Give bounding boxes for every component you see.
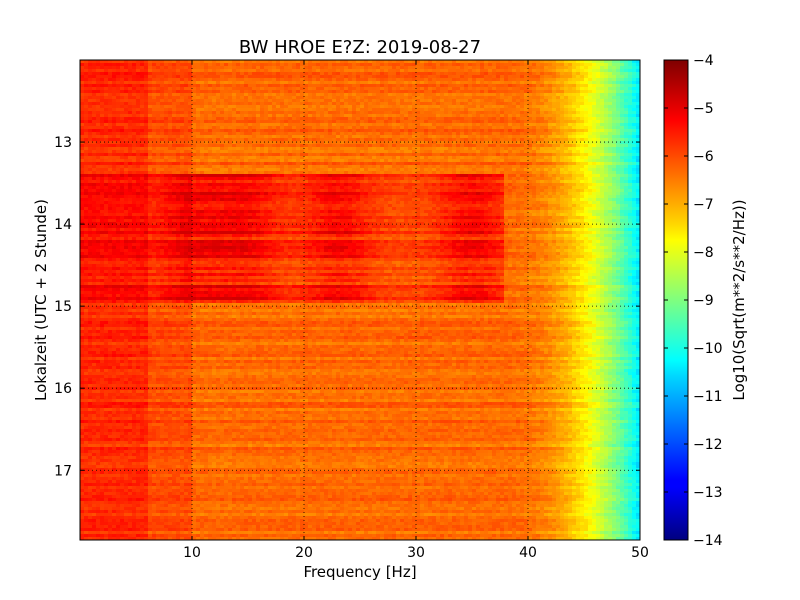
colorbar-tick-label: −6	[693, 149, 714, 165]
colorbar-tick-label: −9	[693, 293, 714, 309]
y-tick-label: 16	[54, 381, 72, 397]
x-tick-label: 20	[295, 545, 313, 561]
colorbar-tick-label: −13	[693, 485, 723, 501]
spectrogram-heatmap	[80, 60, 640, 540]
x-axis-label: Frequency [Hz]	[303, 563, 416, 581]
x-axis-ticks: 10 20 30 40 50	[183, 60, 649, 561]
colorbar-label: Log10(Sqrt(m**2/s**2/Hz))	[730, 199, 748, 400]
y-axis-ticks: 13 14 15 16 17	[54, 135, 640, 479]
colorbar-tick-label: −11	[693, 389, 723, 405]
y-tick-label: 13	[54, 135, 72, 151]
colorbar-tick-label: −14	[693, 533, 723, 549]
colorbar-tick-label: −8	[693, 245, 714, 261]
colorbar-tick-label: −5	[693, 101, 714, 117]
colorbar-tick-label: −7	[693, 197, 714, 213]
x-tick-label: 30	[407, 545, 425, 561]
x-tick-label: 40	[519, 545, 537, 561]
plot-frame	[79, 59, 641, 541]
colorbar-ticks: −4 −5 −6 −7 −8 −9 −10 −11 −12 −13 −14	[664, 53, 723, 549]
colorbar-tick-label: −12	[693, 437, 723, 453]
chart-title: BW HROE E?Z: 2019-08-27	[239, 37, 481, 58]
y-tick-label: 17	[54, 463, 72, 479]
y-tick-label: 14	[54, 217, 72, 233]
x-tick-label: 10	[183, 545, 201, 561]
x-tick-label: 50	[631, 545, 649, 561]
y-tick-label: 15	[54, 299, 72, 315]
colorbar-tick-label: −4	[693, 53, 714, 69]
grid-lines	[80, 60, 640, 540]
y-axis-label: Lokalzeit (UTC + 2 Stunde)	[32, 199, 50, 401]
colorbar-tick-label: −10	[693, 341, 723, 357]
